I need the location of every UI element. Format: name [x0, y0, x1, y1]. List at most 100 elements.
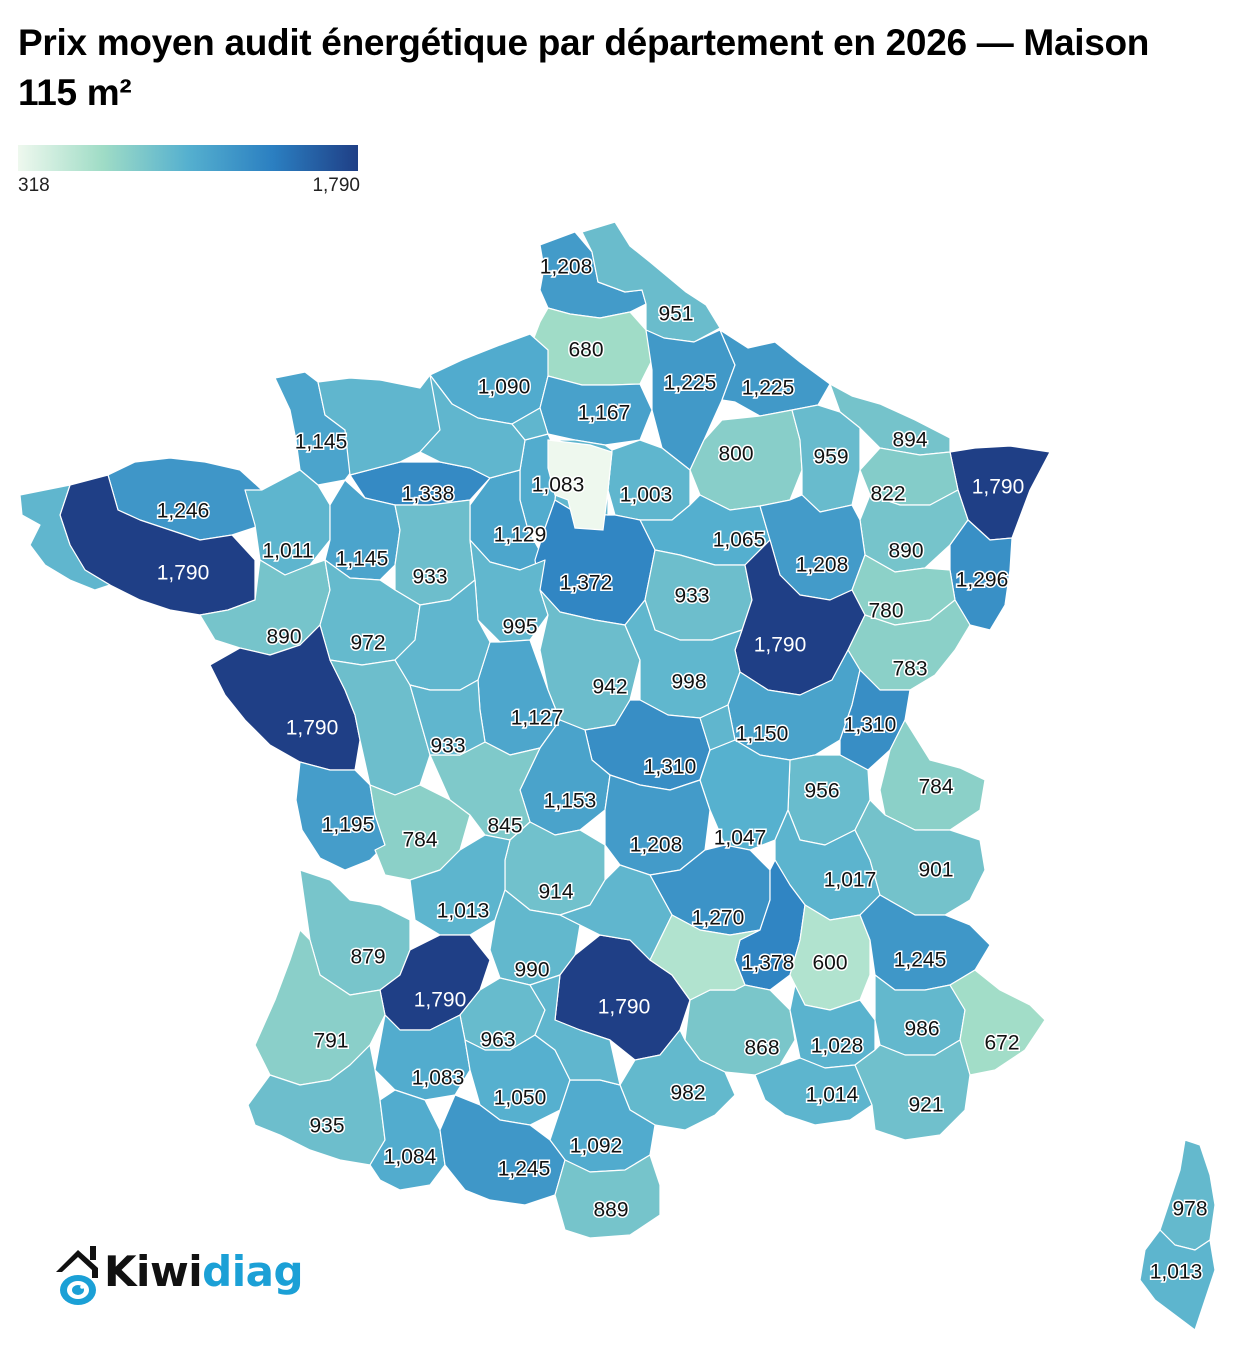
department-ari-ge	[439, 1094, 566, 1206]
department-pyr-n-es-orientales	[554, 1154, 661, 1239]
department-val-d-oise	[511, 407, 549, 441]
department-puy-de-d-me	[604, 774, 711, 876]
value-label-moselle: 894	[892, 429, 927, 452]
department-finist-re	[19, 484, 111, 591]
logo-wordmark: Kiwidiag	[104, 1242, 304, 1302]
kiwidiag-logo: Kiwidiag	[52, 1238, 332, 1314]
department-dr-me	[789, 904, 871, 1011]
value-label-loire-atlantique: 890	[266, 626, 301, 649]
value-label-sarthe: 933	[412, 566, 447, 589]
color-scale-legend: 318 1,790	[18, 145, 360, 197]
value-label-gers: 1,083	[412, 1067, 465, 1090]
value-label-haute-marne: 1,208	[796, 554, 849, 577]
value-label-oise: 1,167	[578, 402, 631, 425]
value-label-haut-rhin: 1,296	[956, 569, 1009, 592]
value-label-corr-ze: 914	[538, 881, 573, 904]
value-label-vosges: 890	[888, 540, 923, 563]
value-label-loir-et-cher: 995	[502, 616, 537, 639]
value-label-indre: 1,127	[511, 707, 564, 730]
value-label-doubs: 783	[892, 658, 927, 681]
value-label-dordogne: 1,013	[437, 900, 490, 923]
value-label-meurthe-et-moselle: 822	[870, 483, 905, 506]
value-label-pyr-n-es-atlantiques: 935	[309, 1115, 344, 1138]
value-label-c-te-d-or: 1,790	[754, 634, 807, 657]
value-label-haute-savoie: 784	[918, 776, 953, 799]
value-label-charente-maritime: 1,195	[322, 814, 375, 837]
value-label-h-rault: 982	[670, 1082, 705, 1105]
value-label-gironde: 879	[350, 946, 385, 969]
map-title: Prix moyen audit énergétique par départe…	[18, 22, 1150, 113]
value-label-jura: 1,310	[844, 714, 897, 737]
department-haute-corse	[1159, 1139, 1216, 1251]
department-ardennes	[719, 329, 831, 417]
value-label-yvelines: 1,083	[532, 474, 585, 497]
value-label-landes: 791	[313, 1030, 348, 1053]
department-regions	[19, 221, 1216, 1331]
value-label-somme: 680	[568, 339, 603, 362]
value-label-ain: 956	[804, 780, 839, 803]
value-label-gard: 868	[744, 1037, 779, 1060]
value-label-corse-du-sud: 1,013	[1150, 1261, 1203, 1284]
value-label-pyr-n-es-orientales: 889	[593, 1199, 628, 1222]
value-label-eure-et-loir: 1,129	[494, 524, 547, 547]
value-label-seine-et-marne: 1,003	[620, 484, 673, 507]
department-eure	[419, 374, 526, 479]
value-label-orne: 1,338	[402, 483, 455, 506]
department-var	[854, 1039, 971, 1141]
value-label-aisne: 1,225	[664, 372, 717, 395]
legend-min-label: 318	[18, 175, 50, 196]
value-label-aube: 1,065	[713, 529, 766, 552]
color-scale-bar	[18, 145, 358, 171]
house-kiwi-logo-icon	[56, 1246, 98, 1305]
value-label-meuse: 959	[813, 446, 848, 469]
france-choropleth-map: 1,208 951 680 1,090 1,225 1,225 1,167 1,145 894 8…	[19, 221, 1216, 1331]
value-label-dr-me: 600	[812, 952, 847, 975]
department-tarn	[529, 974, 621, 1086]
value-label-hautes-alpes: 1,245	[894, 949, 947, 972]
value-label-bas-rhin: 1,790	[972, 476, 1025, 499]
value-label-haute-loire: 1,270	[692, 907, 745, 930]
value-label-aude: 1,092	[570, 1135, 623, 1158]
department-loz-re	[649, 914, 761, 1001]
department-corse-du-sud	[1139, 1229, 1216, 1331]
value-label-creuse: 1,153	[544, 790, 597, 813]
department-paris-petite-couronne	[547, 439, 613, 531]
department-value-labels: 1,208 951 680 1,090 1,225 1,225 1,167 1,145 894 8…	[155, 254, 1209, 1285]
value-label-charente: 784	[402, 829, 437, 852]
logo-text-diag: diag	[202, 1247, 304, 1296]
value-label-seine-maritime: 1,090	[478, 376, 531, 399]
value-label-haute-corse: 978	[1172, 1198, 1207, 1221]
value-label-allier: 1,310	[644, 756, 697, 779]
value-label-loiret: 1,372	[560, 572, 613, 595]
department-haut-rhin	[949, 519, 1013, 631]
value-label-ille-et-vilaine: 1,011	[263, 540, 314, 563]
value-label-lot: 990	[514, 959, 549, 982]
department-aisne	[645, 329, 736, 471]
value-label-nord: 1,208	[540, 256, 593, 279]
value-label-alpes-maritimes: 672	[984, 1032, 1019, 1055]
department-dordogne	[409, 834, 511, 936]
value-label-c-tes-d-armor: 1,246	[157, 500, 210, 523]
value-label-morbihan: 1,790	[157, 562, 210, 585]
value-label-haute-vienne: 845	[487, 815, 522, 838]
value-label-tarn-et-garonne: 963	[480, 1029, 515, 1052]
value-label-maine-et-loire: 972	[350, 632, 385, 655]
value-label-rh-ne: 1,047	[714, 827, 767, 850]
value-label-yonne: 933	[674, 585, 709, 608]
department-vienne	[409, 679, 486, 756]
value-label-aveyron: 1,790	[598, 996, 651, 1019]
value-label-is-re: 1,017	[824, 869, 877, 892]
value-label-deux-s-vres: 933	[430, 735, 465, 758]
value-label-ari-ge: 1,245	[498, 1158, 551, 1181]
value-label-cher: 942	[592, 676, 627, 699]
value-label-ni-vre: 998	[671, 671, 706, 694]
value-label-vaucluse: 1,028	[811, 1035, 864, 1058]
legend-max-label: 1,790	[312, 175, 360, 196]
value-label-sa-ne-et-loire: 1,150	[736, 723, 789, 746]
value-label-alpes-de-haute-provence: 986	[904, 1018, 939, 1041]
value-label-haute-sa-ne: 780	[868, 600, 903, 623]
logo-text-kiwi: Kiwi	[104, 1247, 203, 1296]
value-label-marne: 800	[718, 443, 753, 466]
department-loire	[699, 704, 736, 781]
value-label-manche: 1,145	[295, 431, 348, 454]
